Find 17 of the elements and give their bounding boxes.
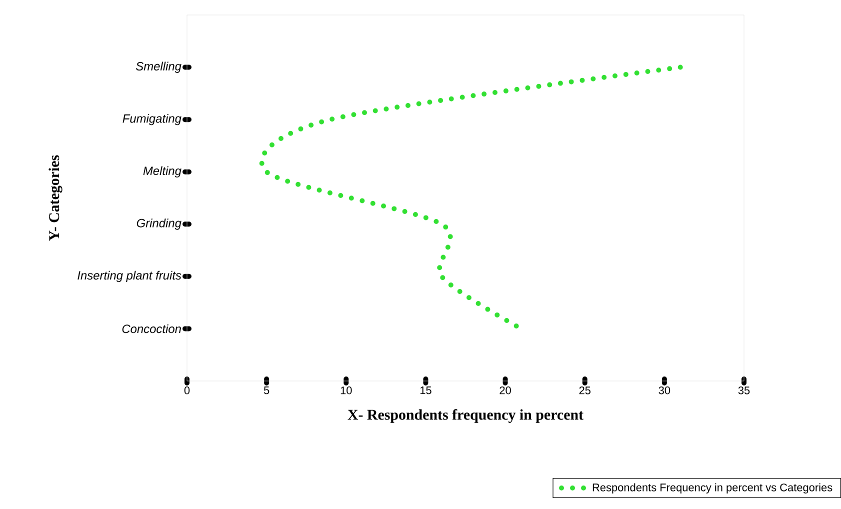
- y-tick-label: Fumigating: [122, 114, 182, 126]
- y-axis-title: Y- Categories: [48, 155, 62, 241]
- x-tick-label: 35: [738, 386, 750, 394]
- x-tick-label: 5: [264, 386, 270, 394]
- x-tick-label: 25: [579, 386, 590, 394]
- x-tick-label: 0: [184, 386, 190, 394]
- x-tick-label: 10: [340, 386, 352, 394]
- x-tick-label: 15: [420, 386, 432, 394]
- x-tick-label: 30: [658, 386, 670, 394]
- legend-label: Respondents Frequency in percent vs Categories: [592, 483, 832, 494]
- x-tick-label: 20: [500, 386, 511, 394]
- y-tick-label: Inserting plant fruits: [78, 270, 182, 282]
- y-tick-label: Melting: [143, 166, 182, 178]
- y-tick-label: Smelling: [136, 62, 182, 73]
- y-tick-label: Concoction: [122, 324, 181, 334]
- x-axis-title: X- Respondents frequency in percent: [348, 409, 584, 423]
- y-tick-label: Grinding: [136, 218, 182, 230]
